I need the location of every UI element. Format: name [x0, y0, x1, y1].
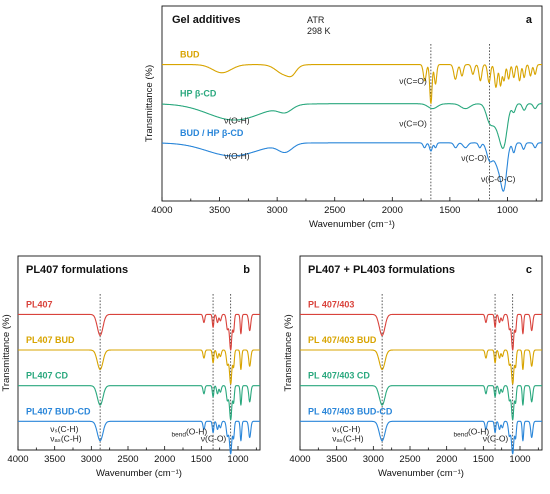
x-axis-label: Wavenumber (cm⁻¹): [378, 468, 464, 479]
x-axis-label: Wavenumber (cm⁻¹): [96, 468, 182, 479]
series-label: PL 407/403 CD: [308, 371, 370, 381]
x-tick-label: 2500: [117, 454, 138, 465]
peak-annotation: νₐₛ(C-H): [50, 434, 82, 444]
measurement-note: ATR: [307, 15, 325, 25]
x-tick-label: 4000: [151, 205, 172, 216]
x-tick-label: 2500: [324, 205, 345, 216]
peak-annotation: ν(C-O): [201, 434, 227, 444]
x-tick-label: 2000: [382, 205, 403, 216]
panel-a: BUD HP β-CD BUD / HP β-CD ν(C=O) ν(C=O) ν(O-H…: [144, 5, 543, 230]
y-axis-label: Transmittance (%): [1, 314, 12, 391]
series-label: PL 407/403 BUD: [308, 335, 377, 345]
x-tick-label: 1000: [227, 454, 248, 465]
x-tick-label: 3000: [363, 454, 384, 465]
peak-annotation: ν(C-O): [461, 153, 487, 163]
x-tick-label: 4000: [289, 454, 310, 465]
series-line: [161, 64, 543, 105]
series-line: [299, 385, 543, 421]
peak-annotation: νₛ(C-H): [332, 424, 360, 434]
series-line: [161, 142, 543, 192]
series-label: HP β-CD: [180, 89, 217, 99]
x-tick-label: 1000: [509, 454, 530, 465]
series-label: PL407 BUD-CD: [26, 406, 91, 416]
series-line: [17, 349, 261, 385]
series-line: [161, 103, 543, 149]
peak-annotation: νₐₛ(C-H): [332, 434, 364, 444]
series-label: PL 407/403 BUD-CD: [308, 406, 393, 416]
peak-annotation: ν(C=O): [399, 76, 427, 86]
peak-annotation: ν(C-O): [483, 434, 509, 444]
panel-title: PL407 formulations: [26, 264, 128, 276]
peak-annotation: ν(C=O): [399, 119, 427, 129]
x-tick-label: 1500: [439, 205, 460, 216]
panel-c: PL 407/403 PL 407/403 BUD PL 407/403 CD PL …: [283, 255, 543, 479]
series-label: PL407: [26, 299, 53, 309]
panel-letter: a: [526, 14, 533, 26]
x-tick-label: 1500: [473, 454, 494, 465]
series-label: PL 407/403: [308, 299, 354, 309]
panel-title: Gel additives: [172, 14, 240, 26]
x-tick-label: 3500: [209, 205, 230, 216]
series-line: [299, 313, 543, 351]
plot-frame: [17, 255, 261, 451]
plot-frame: [299, 255, 543, 451]
panel-title: PL407 + PL403 formulations: [308, 264, 455, 276]
x-tick-label: 2000: [154, 454, 175, 465]
panel-letter: c: [526, 264, 532, 276]
peak-annotation: νₛ(C-H): [50, 424, 78, 434]
panel-letter: b: [243, 264, 250, 276]
x-tick-label: 4000: [7, 454, 28, 465]
x-tick-label: 3000: [81, 454, 102, 465]
series-label: PL407 CD: [26, 371, 69, 381]
x-tick-label: 3000: [267, 205, 288, 216]
x-tick-label: 1000: [497, 205, 518, 216]
peak-annotation: bend(O-H): [453, 426, 489, 438]
x-tick-label: 3500: [44, 454, 65, 465]
series-label: BUD: [180, 50, 200, 60]
peak-annotation: bend(O-H): [171, 426, 207, 438]
series-line: [17, 385, 261, 421]
series-line: [299, 420, 543, 455]
x-tick-label: 2000: [436, 454, 457, 465]
peak-annotation: ν(C-O-C): [481, 174, 516, 184]
panel-b: PL407 PL407 BUD PL407 CD PL407 BUD-CD νₛ(C-H…: [1, 255, 261, 479]
series-line: [17, 420, 261, 455]
x-tick-label: 1500: [191, 454, 212, 465]
peak-annotation: ν(O-H): [224, 115, 250, 125]
series-label: PL407 BUD: [26, 335, 75, 345]
x-tick-label: 2500: [399, 454, 420, 465]
x-tick-label: 3500: [326, 454, 347, 465]
y-axis-label: Transmittance (%): [144, 65, 155, 142]
series-line: [299, 349, 543, 385]
series-line: [17, 313, 261, 351]
x-axis-label: Wavenumber (cm⁻¹): [309, 219, 395, 230]
measurement-note: 298 K: [307, 26, 331, 36]
series-label: BUD / HP β-CD: [180, 128, 244, 138]
peak-annotation: ν(O-H): [224, 151, 250, 161]
y-axis-label: Transmittance (%): [283, 314, 294, 391]
